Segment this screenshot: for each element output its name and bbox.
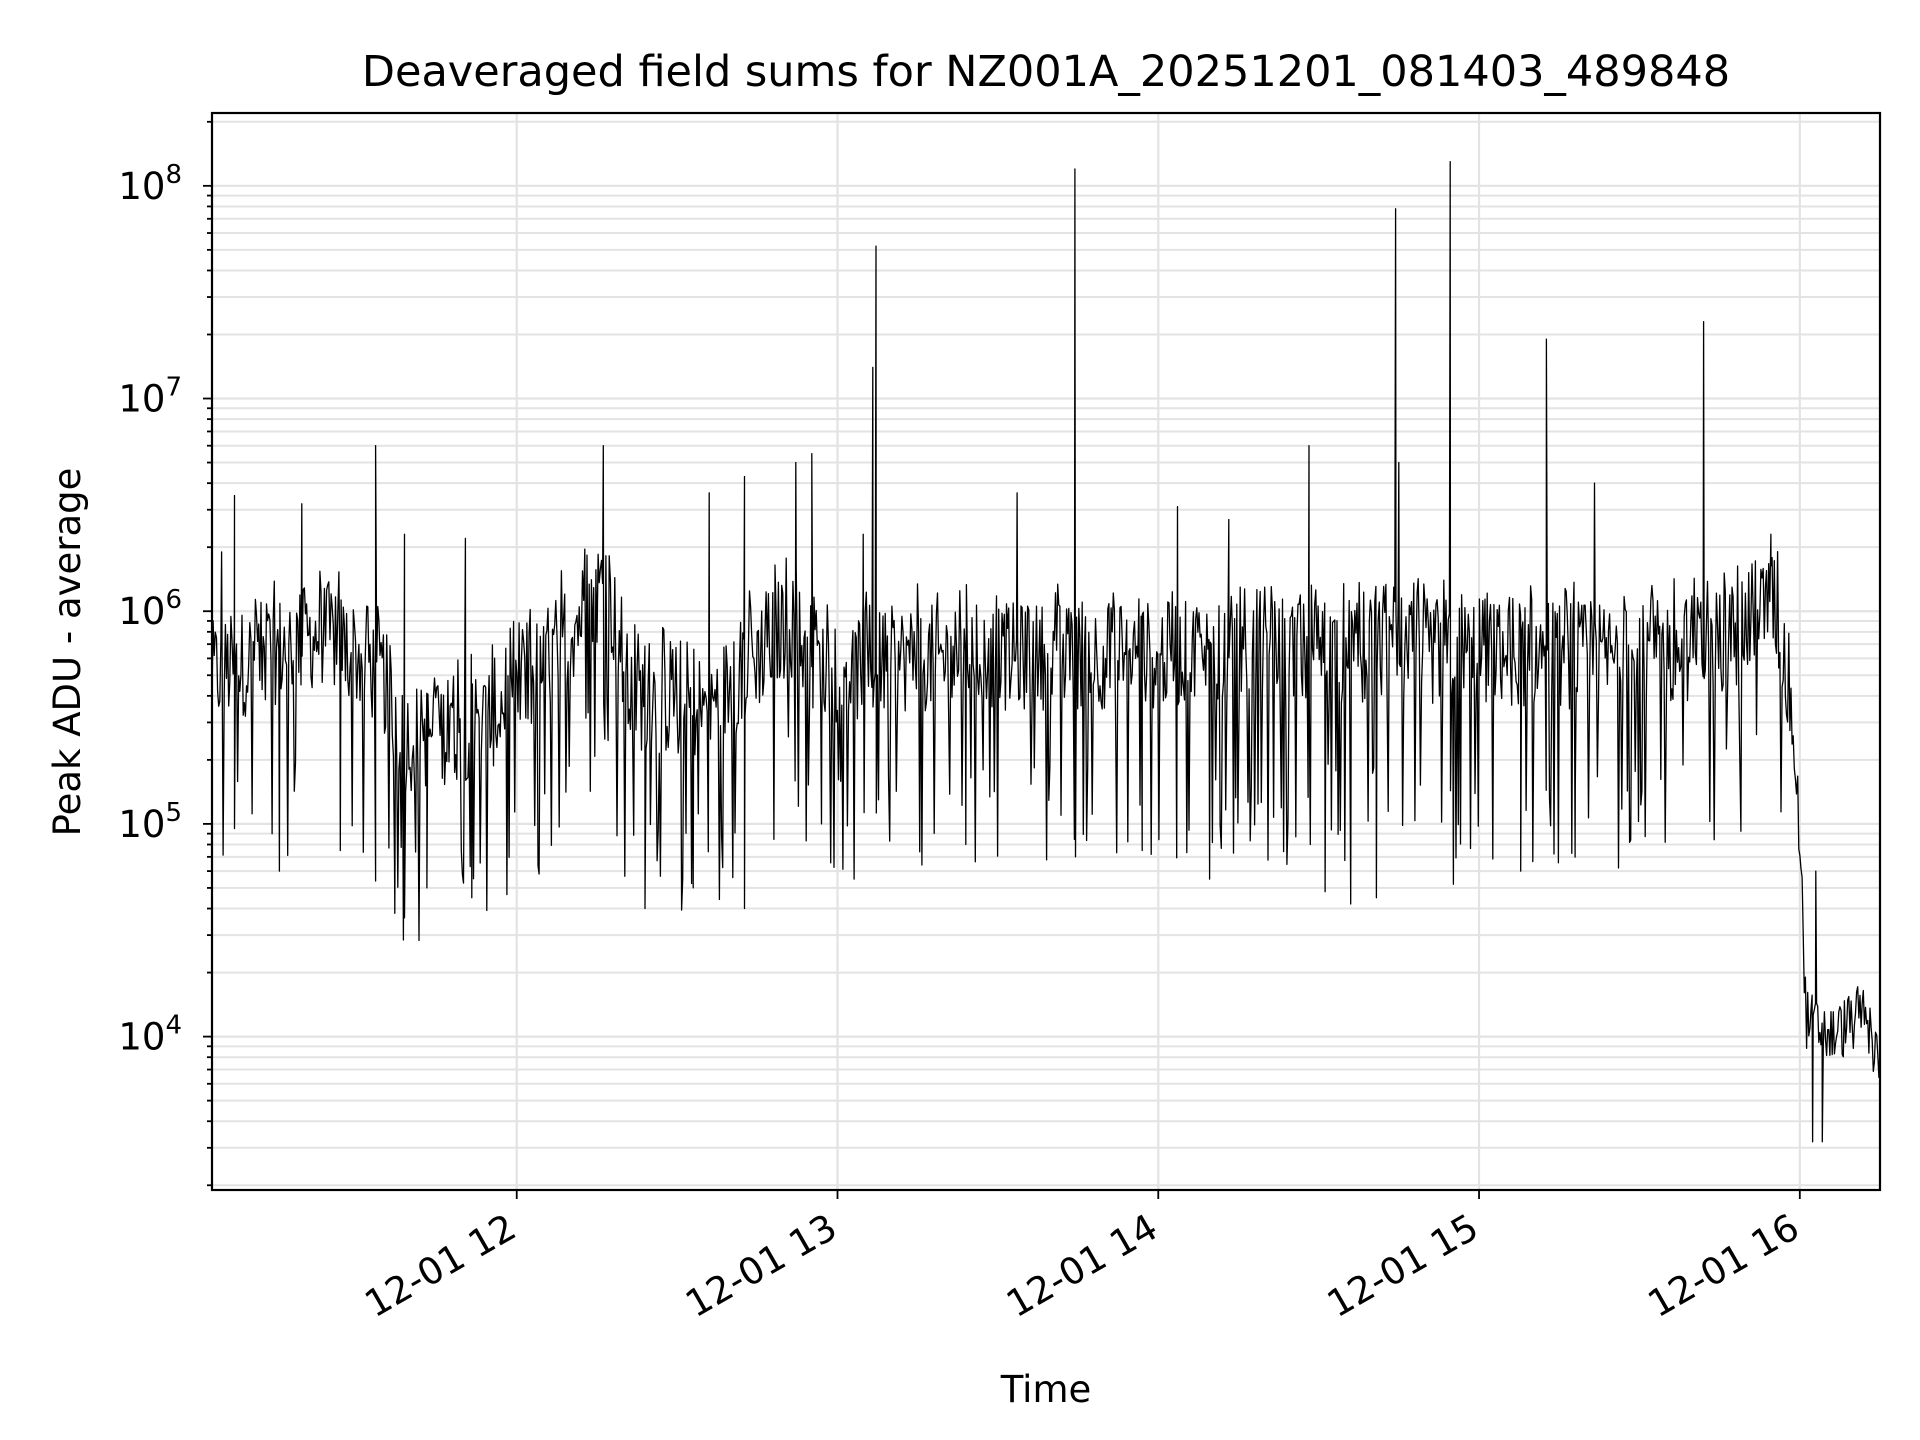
- x-axis-label: Time: [1000, 1368, 1092, 1411]
- y-tick-label: 108: [118, 160, 182, 208]
- series-layer: [211, 160, 1881, 1143]
- y-tick-label: 105: [118, 798, 182, 846]
- x-tick-label: 12-01 12: [358, 1206, 524, 1326]
- y-axis-label: Peak ADU - average: [46, 468, 89, 837]
- x-tick-label: 12-01 16: [1641, 1206, 1807, 1326]
- grid: [212, 113, 1880, 1190]
- x-tick-label: 12-01 13: [678, 1206, 844, 1326]
- chart-title: Deaveraged field sums for NZ001A_2025120…: [362, 47, 1730, 97]
- plot-area-frame: [210, 111, 1882, 1192]
- x-tick-label: 12-01 14: [999, 1206, 1165, 1326]
- y-tick-label: 104: [118, 1011, 182, 1059]
- series-line: [211, 160, 1881, 1143]
- y-tick-label: 107: [118, 373, 182, 421]
- x-tick-label: 12-01 15: [1320, 1206, 1486, 1326]
- y-tick-label: 106: [118, 585, 182, 633]
